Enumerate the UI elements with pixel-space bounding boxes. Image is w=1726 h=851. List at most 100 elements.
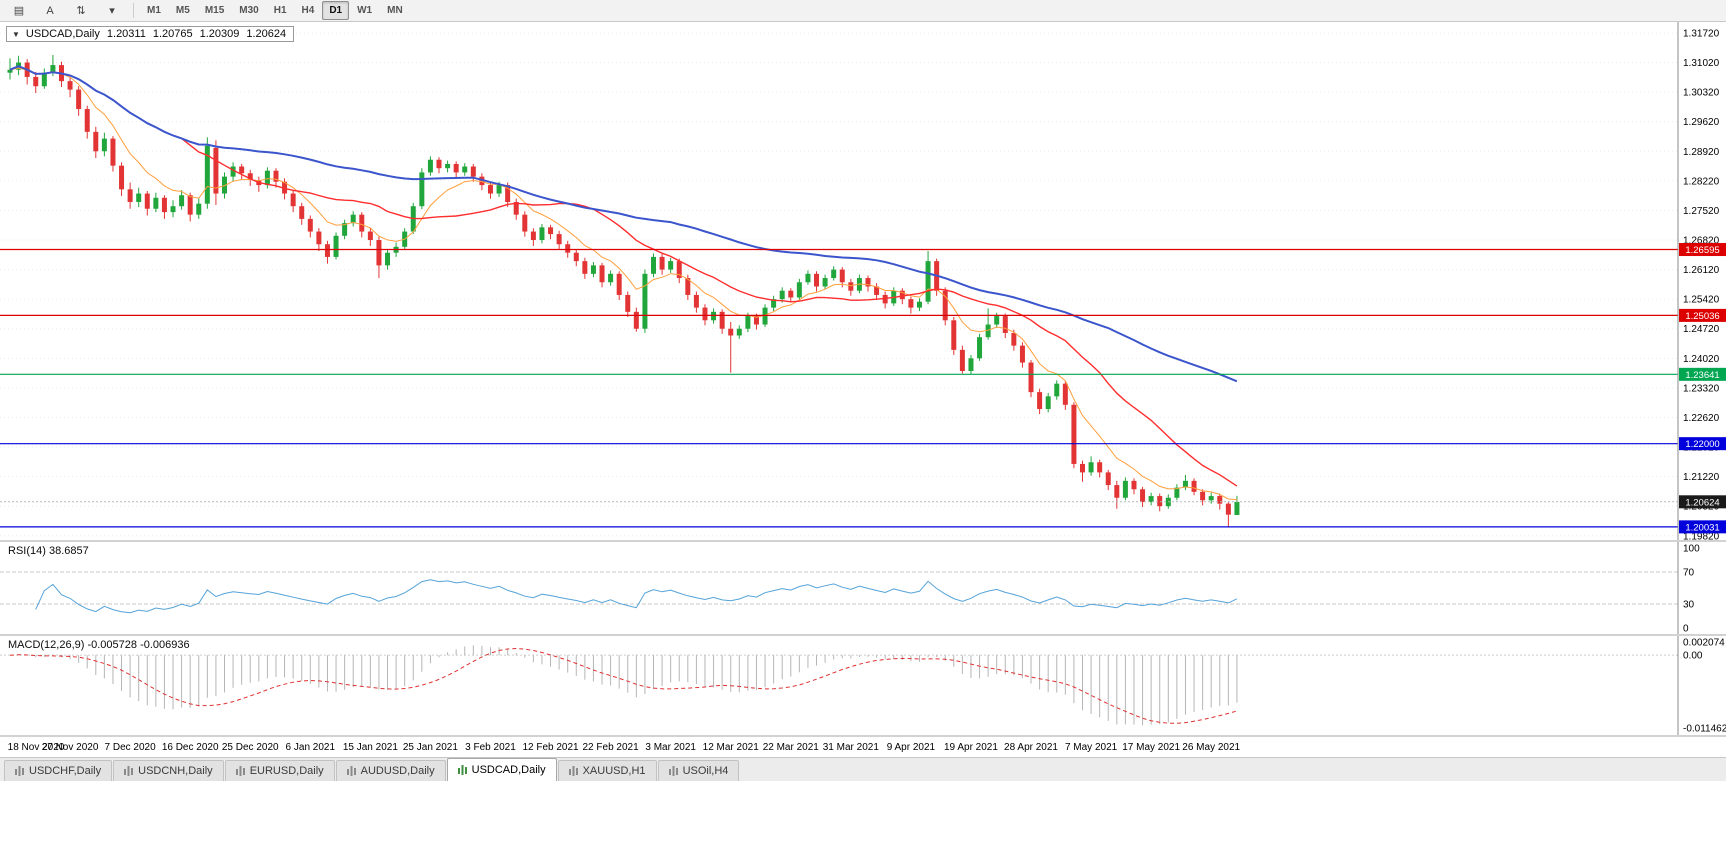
tab-label: USDCHF,Daily	[29, 765, 102, 777]
toolbar-separator	[133, 3, 134, 18]
svg-text:1.25420: 1.25420	[1683, 295, 1720, 306]
tab-chart-icon	[235, 766, 245, 776]
moving-averages	[9, 65, 1238, 501]
tab-chart-icon	[568, 766, 578, 776]
date-label: 28 Apr 2021	[1004, 742, 1058, 753]
macd-canvas[interactable]: 0.002074 0.00 -0.011462	[0, 636, 1726, 735]
macd-histogram	[18, 645, 1238, 726]
macd-axis-label: 0.002074	[1683, 638, 1725, 649]
macd-axis-label: 0.00	[1683, 651, 1703, 662]
macd-axis-label: -0.011462	[1683, 724, 1726, 735]
main-chart-panel: 1.31720 1.31020 1.30320 1.29620 1.28920 1.282…	[0, 22, 1726, 542]
timeframe-w1-button[interactable]: W1	[357, 5, 373, 16]
timeframe-m15-button[interactable]: M15	[204, 5, 225, 16]
timeframe-h1-button[interactable]: H1	[273, 5, 287, 16]
date-label: 26 May 2021	[1182, 742, 1240, 753]
date-label: 3 Feb 2021	[465, 742, 516, 753]
tab-chart-icon	[668, 766, 678, 776]
timeframe-mn-button[interactable]: MN	[387, 5, 403, 16]
symbol-label: USDCAD,Daily	[25, 28, 100, 40]
date-label: 7 Dec 2020	[105, 742, 157, 753]
dropdown-arrow-icon[interactable]: ▾	[109, 5, 115, 17]
tab-label: EURUSD,Daily	[249, 765, 324, 777]
date-label: 7 May 2021	[1065, 742, 1118, 753]
scale-tool-icon[interactable]: ⇅	[76, 5, 86, 17]
svg-text:1.28920: 1.28920	[1683, 147, 1720, 158]
text-tool-button[interactable]: A	[46, 4, 54, 17]
ohlc-low: 1.20309	[199, 28, 240, 40]
chart-tab-audusd[interactable]: AUDUSD,Daily	[335, 760, 446, 781]
date-label: 22 Mar 2021	[763, 742, 820, 753]
svg-text:1.24020: 1.24020	[1683, 354, 1720, 365]
chart-tab-xauusd[interactable]: XAUUSD,H1	[557, 760, 657, 781]
date-label: 25 Dec 2020	[222, 742, 279, 753]
svg-text:1.31020: 1.31020	[1683, 58, 1720, 69]
svg-text:1.23641: 1.23641	[1685, 370, 1719, 381]
timeframe-m5-button[interactable]: M5	[175, 5, 190, 16]
svg-text:1.19820: 1.19820	[1683, 531, 1720, 540]
candlesticks	[7, 54, 1240, 527]
svg-text:1.29620: 1.29620	[1683, 117, 1720, 128]
date-label: 18 Nov 2020	[8, 742, 65, 753]
toolbar-icon-group: ▤ A ⇅ ▾	[4, 1, 127, 21]
svg-text:1.24720: 1.24720	[1683, 324, 1720, 335]
svg-text:1.22000: 1.22000	[1685, 439, 1719, 450]
rsi-canvas[interactable]: 100 70 30 0	[0, 542, 1726, 634]
tab-label: USDCNH,Daily	[138, 765, 213, 777]
macd-signal-line	[9, 647, 1238, 724]
tab-chart-icon	[346, 766, 356, 776]
rsi-axis-label: 100	[1683, 544, 1700, 555]
timeframe-button-group: M1 M5 M15 M30 H1 H4 D1 W1 MN	[140, 1, 410, 20]
svg-text:1.31720: 1.31720	[1683, 28, 1720, 39]
chart-tab-usdchf[interactable]: USDCHF,Daily	[4, 760, 113, 781]
date-label: 15 Jan 2021	[343, 742, 398, 753]
date-label: 12 Mar 2021	[703, 742, 760, 753]
main-chart-canvas[interactable]: 1.31720 1.31020 1.30320 1.29620 1.28920 1.282…	[0, 22, 1726, 540]
collapse-arrow-icon[interactable]: ▼	[12, 29, 20, 39]
svg-text:1.20624: 1.20624	[1685, 497, 1719, 508]
svg-text:1.30320: 1.30320	[1683, 88, 1720, 99]
window-background	[0, 781, 1726, 849]
tab-chart-icon	[124, 766, 134, 776]
svg-text:1.26120: 1.26120	[1683, 265, 1720, 276]
svg-text:1.27520: 1.27520	[1683, 206, 1720, 217]
timeframe-h4-button[interactable]: H4	[301, 5, 315, 16]
tab-label: USDCAD,Daily	[471, 764, 546, 776]
timeframe-m1-button[interactable]: M1	[147, 5, 161, 16]
macd-label: MACD(12,26,9) -0.005728 -0.006936	[8, 639, 190, 651]
svg-text:1.26595: 1.26595	[1685, 245, 1719, 256]
rsi-label: RSI(14) 38.6857	[8, 545, 89, 557]
chart-tab-bar: USDCHF,Daily USDCNH,Daily EURUSD,Daily AUDU…	[0, 757, 1726, 781]
date-label: 6 Jan 2021	[286, 742, 336, 753]
symbol-header[interactable]: ▼ USDCAD,Daily 1.20311 1.20765 1.20309 1…	[6, 26, 295, 42]
date-label: 16 Dec 2020	[162, 742, 219, 753]
macd-panel: 0.002074 0.00 -0.011462 MACD(12,26,9) -0.0…	[0, 636, 1726, 737]
svg-text:1.22620: 1.22620	[1683, 413, 1720, 424]
rsi-line	[35, 579, 1238, 614]
top-toolbar: ▤ A ⇅ ▾ M1 M5 M15 M30 H1 H4 D1 W1 MN	[0, 0, 1726, 22]
chart-tab-usdcnh[interactable]: USDCNH,Daily	[113, 760, 224, 781]
ohlc-open: 1.20311	[106, 28, 146, 40]
chart-tab-usoil[interactable]: USOil,H4	[657, 760, 740, 781]
date-label: 25 Jan 2021	[403, 742, 458, 753]
rsi-axis-label: 30	[1683, 600, 1695, 611]
tab-chart-icon	[15, 766, 24, 776]
tab-label: AUDUSD,Daily	[360, 765, 435, 777]
rsi-panel: 100 70 30 0 RSI(14) 38.6857	[0, 542, 1726, 636]
svg-text:1.23320: 1.23320	[1683, 383, 1720, 394]
tab-label: XAUUSD,H1	[582, 765, 646, 777]
ohlc-close: 1.20624	[246, 28, 287, 40]
tab-label: USOil,H4	[682, 765, 729, 777]
menu-icon[interactable]: ▤	[13, 5, 25, 17]
date-label: 3 Mar 2021	[645, 742, 696, 753]
chart-tab-usdcad[interactable]: USDCAD,Daily	[446, 758, 557, 781]
date-label: 12 Feb 2021	[522, 742, 579, 753]
horizontal-level-lines[interactable]	[0, 248, 1678, 528]
date-label: 17 May 2021	[1122, 742, 1180, 753]
chart-tab-eurusd[interactable]: EURUSD,Daily	[224, 760, 335, 781]
timeframe-d1-button[interactable]: D1	[322, 1, 350, 20]
date-label: 22 Feb 2021	[583, 742, 640, 753]
rsi-axis-label: 70	[1683, 568, 1695, 579]
timeframe-m30-button[interactable]: M30	[239, 5, 259, 16]
